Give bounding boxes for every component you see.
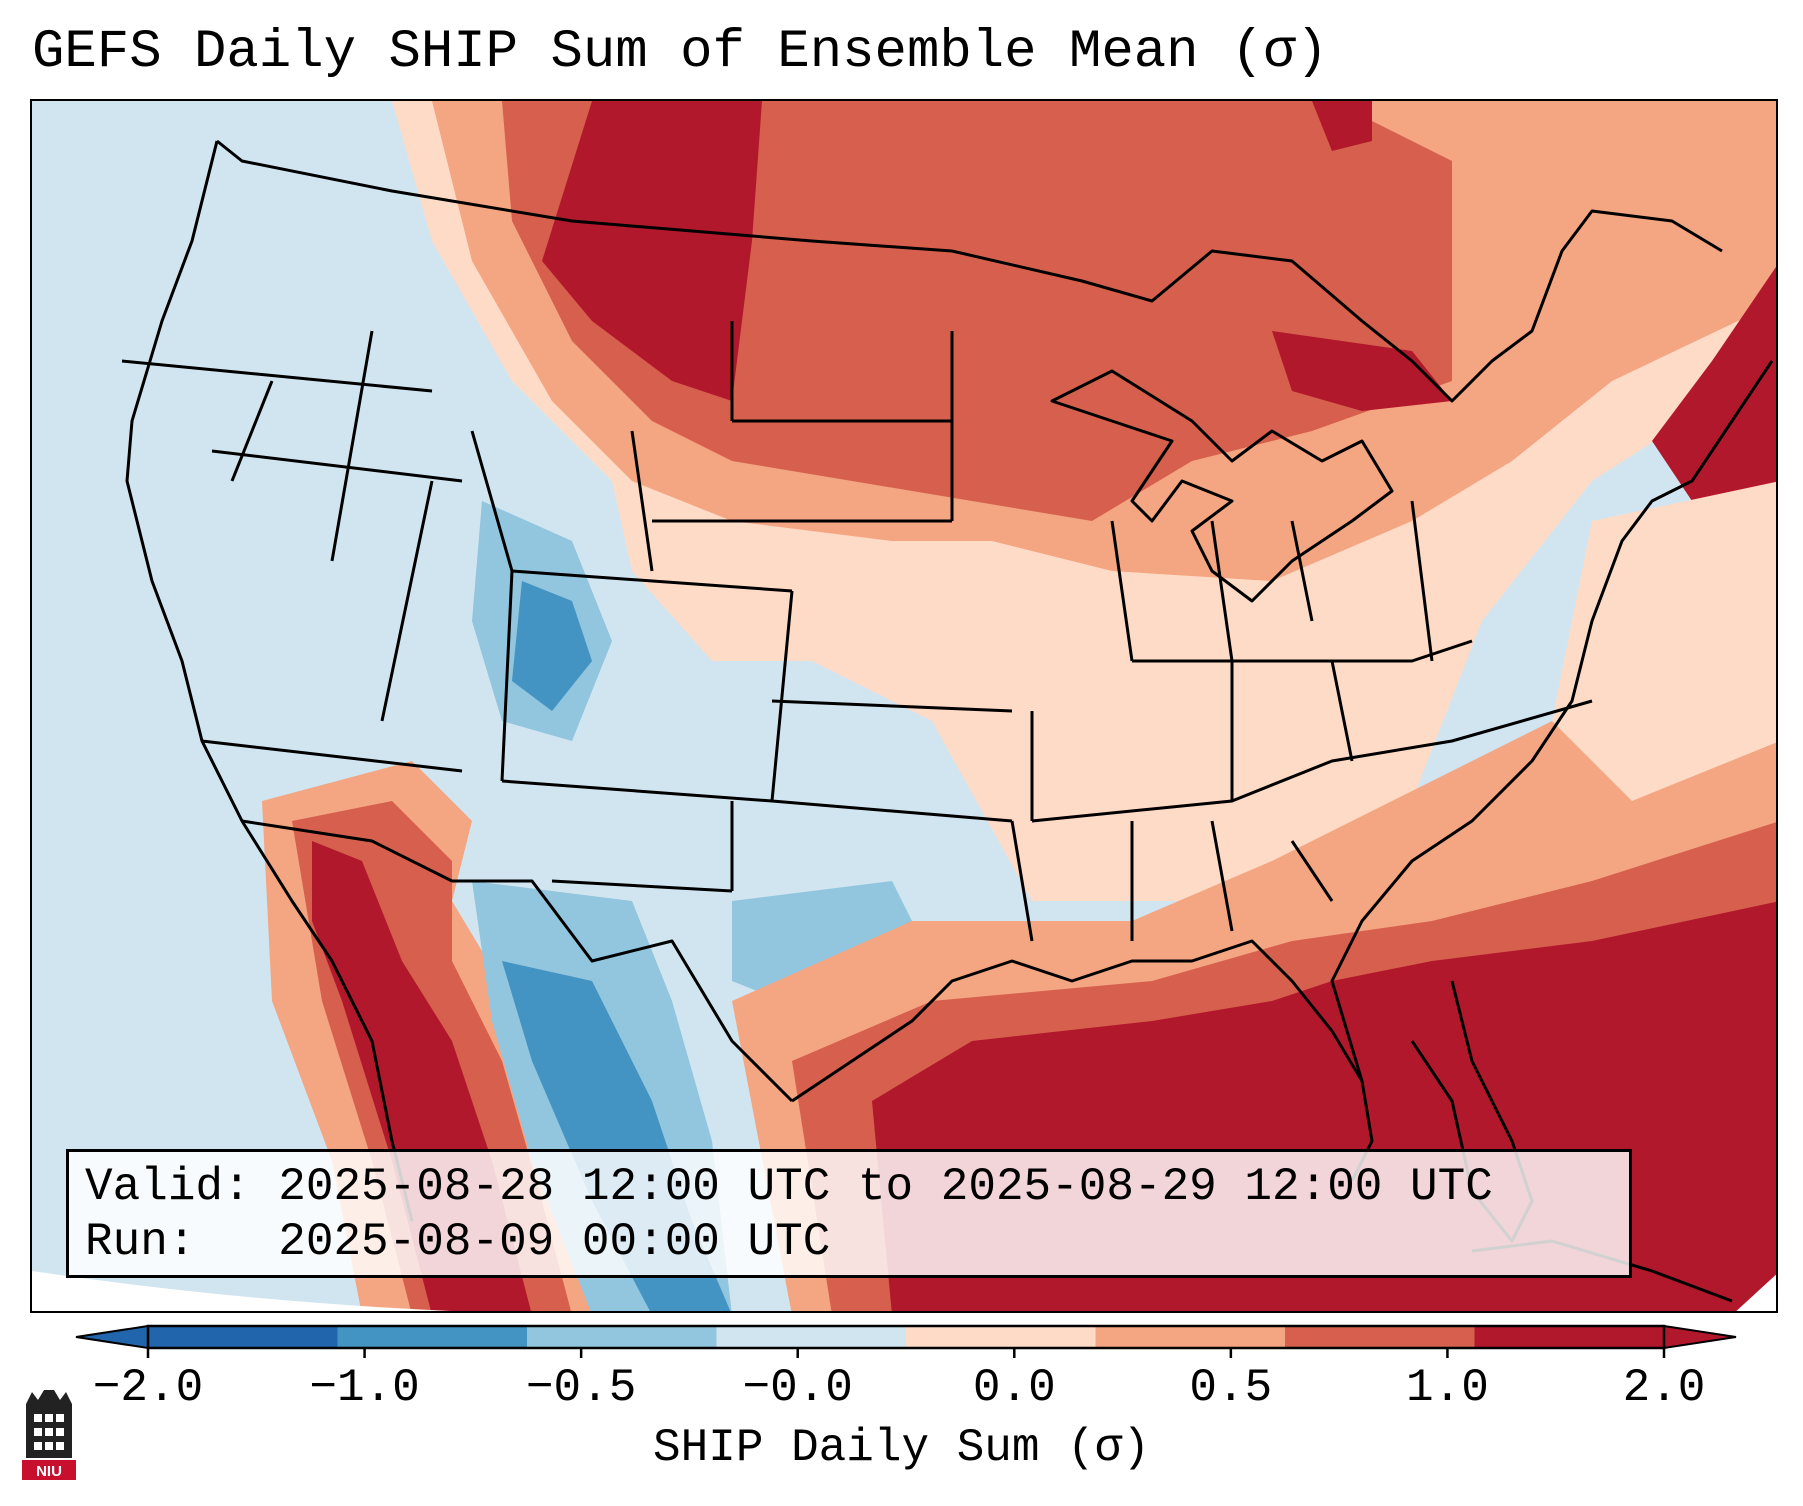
colorbar-extend-min [75,1324,149,1350]
niu-logo: NIU [22,1390,76,1480]
run-time-text: Run: 2025-08-09 00:00 UTC [85,1216,831,1268]
colorbar-segment [527,1326,717,1348]
state-lines-central [201,449,1034,942]
us-canada-border [216,139,1723,403]
valid-time-text: Valid: 2025-08-28 12:00 UTC to 2025-08-2… [85,1161,1493,1213]
anomaly-region-rockies-neg [472,501,932,1021]
map-panel [30,99,1778,1313]
logo-text: NIU [36,1463,62,1480]
colorbar-segment [1285,1326,1475,1348]
east-coast [1330,360,1774,1082]
colorbar-tick-label: −0.0 [742,1362,853,1414]
colorbar-segment [1095,1326,1286,1348]
west-coast [125,140,414,1222]
anomaly-region-northeast [1652,266,1776,521]
state-lines-east [1110,500,1473,801]
colorbar-label: SHIP Daily Sum (σ) [653,1422,1150,1474]
colorbar-tick-label: 1.0 [1406,1362,1489,1414]
logo-tower-icon [26,1390,72,1458]
logo-banner [22,1460,76,1480]
colorbar-tick-label: 2.0 [1622,1362,1706,1414]
anomaly-region-colorado-neg [512,581,592,711]
state-lines-north [121,321,954,593]
valid-run-box: Valid: 2025-08-28 12:00 UTC to 2025-08-2… [66,1149,1632,1278]
colorbar-extend-max [1663,1324,1737,1350]
gulf-coast [791,939,1374,1182]
colorbar-segment [1474,1326,1665,1348]
colorbar-ticks [146,1348,1666,1358]
chart-title: GEFS Daily SHIP Sum of Ensemble Mean (σ) [32,22,1329,83]
colorbar-segment [716,1326,907,1348]
projection-edge-right [1736,1274,1776,1311]
colorbar-tick-label: −0.5 [525,1362,637,1414]
colorbar [75,1324,1737,1358]
colorbar-tick-label: 0.0 [972,1362,1056,1414]
anomaly-region-lakes-max [1272,101,1452,411]
state-lines-south [551,699,1593,941]
colorbar-segments [75,1324,1737,1350]
great-lakes [1050,369,1394,603]
colorbar-outline [146,1324,1666,1350]
logo-windows [34,1414,64,1450]
colorbar-segment [906,1326,1096,1348]
projection-edge [32,1271,452,1311]
mexico-border [241,819,794,1103]
colorbar-tick-label: 0.5 [1189,1362,1273,1414]
colorbar-tick-label: −1.0 [309,1362,420,1414]
colorbar-tick-label: −2.0 [92,1362,204,1414]
anomaly-region-atlantic [1552,481,1776,801]
anomaly-region-north-max [542,101,762,401]
colorbar-segment [148,1326,338,1348]
anomaly-map [32,101,1776,1311]
colorbar-segment [337,1326,528,1348]
boundaries [121,139,1774,1303]
